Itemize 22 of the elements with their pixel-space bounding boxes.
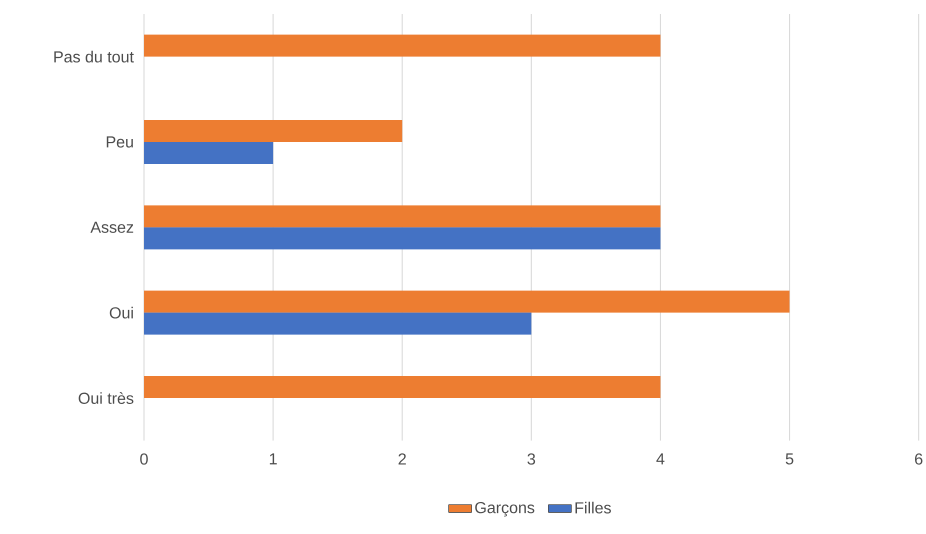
x-tick-label: 4 — [656, 453, 664, 464]
x-tick-label: 5 — [786, 453, 794, 465]
y-tick-label: Peu — [106, 136, 133, 148]
x-tick-label: 0 — [140, 453, 148, 465]
bar — [144, 205, 660, 228]
y-tick-label: Oui — [110, 306, 133, 319]
bar — [144, 120, 402, 142]
bar — [144, 142, 274, 164]
bar — [144, 227, 660, 250]
y-tick-label: Pas du tout — [54, 50, 134, 63]
legend-label: Filles — [576, 502, 611, 514]
x-tick-label: 6 — [915, 453, 922, 465]
x-tick-label: 3 — [527, 453, 536, 465]
bar — [144, 376, 660, 398]
x-tick-label: 2 — [398, 453, 406, 465]
bar — [144, 34, 660, 57]
bar — [144, 290, 790, 313]
bar — [144, 312, 532, 335]
y-tick-label: Oui très — [78, 392, 134, 404]
y-tick-label: Assez — [90, 222, 134, 233]
x-tick-label: 1 — [270, 453, 277, 464]
legend-label: Garçons — [475, 502, 534, 516]
